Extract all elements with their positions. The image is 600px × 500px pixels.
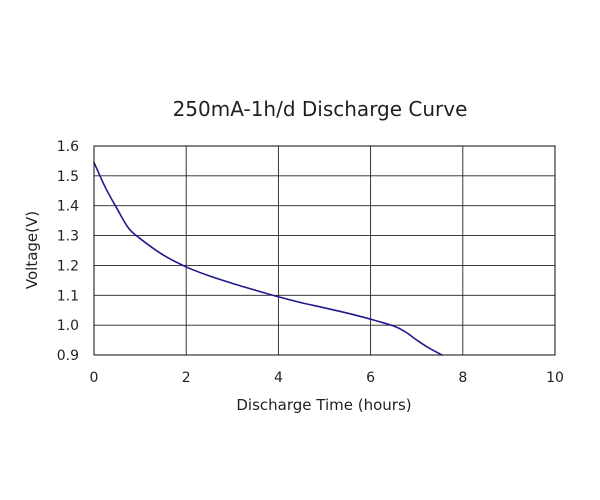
x-axis-label: Discharge Time (hours)	[236, 396, 411, 414]
series-layer	[93, 161, 443, 356]
discharge-series-line	[93, 161, 443, 356]
x-tick-label: 8	[458, 370, 467, 386]
chart-title: 250mA-1h/d Discharge Curve	[173, 97, 468, 121]
x-tick-label: 4	[274, 370, 283, 386]
y-tick-label: 1.2	[57, 258, 79, 274]
x-tick-label: 6	[366, 370, 375, 386]
x-tick-labels: 0 2 4 6 8 10	[90, 370, 564, 386]
y-tick-label: 1.1	[57, 288, 79, 304]
y-tick-label: 0.9	[57, 348, 79, 364]
plot-frame	[93, 145, 556, 356]
x-tick-label: 2	[182, 370, 191, 386]
y-tick-label: 1.4	[57, 199, 79, 215]
y-tick-labels: 0.9 1.0 1.1 1.2 1.3 1.4 1.5 1.6	[57, 139, 79, 364]
grid-layer	[93, 145, 556, 356]
x-tick-label: 0	[90, 370, 99, 386]
y-tick-label: 1.6	[57, 139, 79, 155]
y-tick-label: 1.5	[57, 169, 79, 185]
x-tick-label: 10	[546, 370, 564, 386]
y-tick-label: 1.3	[57, 229, 79, 245]
y-tick-label: 1.0	[57, 318, 79, 334]
y-axis-label: Voltage(V)	[23, 211, 41, 289]
